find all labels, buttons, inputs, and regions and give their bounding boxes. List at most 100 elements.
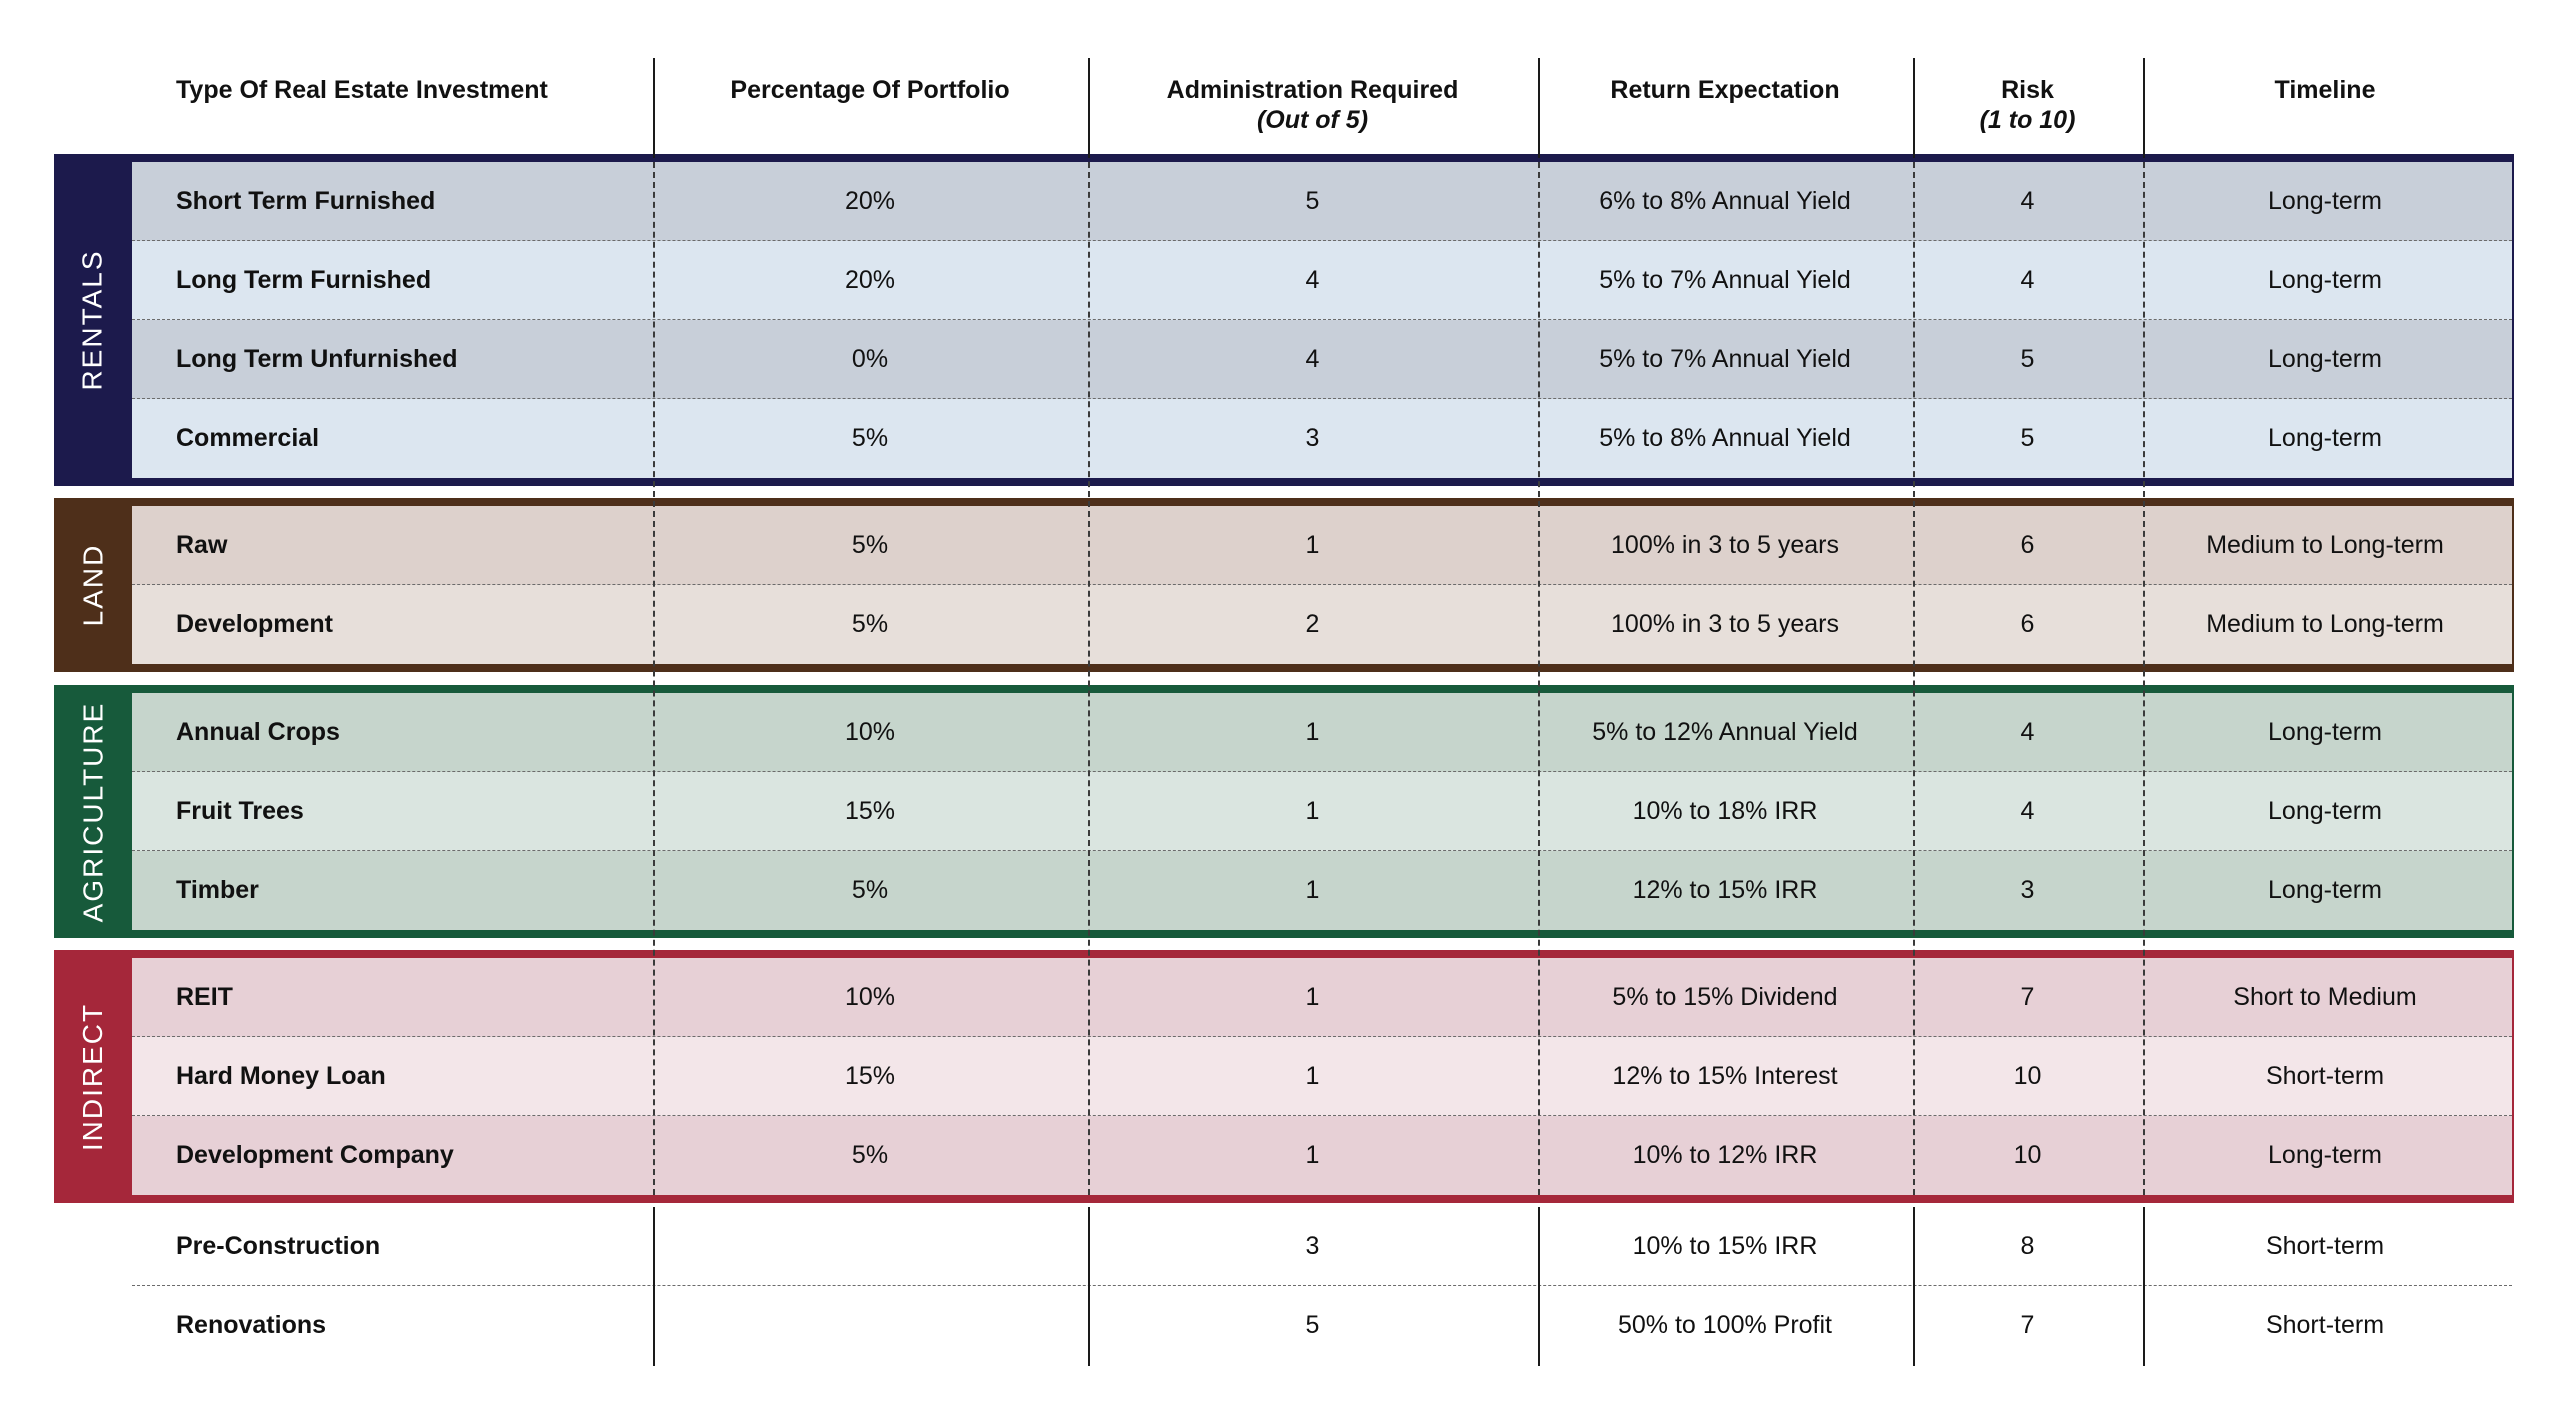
- cell-percent: 10%: [844, 718, 896, 746]
- cell-timeline: Medium to Long-term: [2206, 531, 2444, 559]
- cell-risk: 3: [2020, 876, 2035, 904]
- cell-risk: 10: [2013, 1141, 2042, 1169]
- cell-return: 5% to 15% Dividend: [1612, 983, 1838, 1011]
- cell-risk: 4: [2020, 266, 2035, 294]
- column-divider: [1088, 162, 1090, 1195]
- column-divider: [2143, 1207, 2145, 1366]
- cell-risk: 6: [2020, 610, 2035, 638]
- cell-admin: 4: [1305, 345, 1320, 373]
- cell-timeline: Short-term: [2265, 1232, 2385, 1260]
- cell-type: Development: [176, 610, 333, 638]
- group-label: AGRICULTURE: [54, 685, 132, 938]
- cell-percent: [655, 1207, 1085, 1286]
- group-label-text: AGRICULTURE: [77, 701, 108, 922]
- cell-type: Renovations: [176, 1311, 327, 1339]
- group-label: INDIRECT: [54, 950, 132, 1203]
- table-row: Pre-Construction 3 10% to 15% IRR 8 Short-te…: [132, 1207, 2512, 1286]
- cell-timeline: Long-term: [2268, 718, 2382, 746]
- group-label: RENTALS: [54, 154, 132, 486]
- cell-timeline: Long-term: [2268, 424, 2382, 452]
- cell-risk: 4: [2020, 797, 2035, 825]
- column-divider: [1538, 162, 1540, 1195]
- column-header: Timeline: [2145, 75, 2505, 105]
- column-header: Return Expectation: [1540, 75, 1910, 105]
- column-header: Risk (1 to 10): [1915, 75, 2140, 135]
- cell-timeline: Short-term: [2265, 1311, 2385, 1339]
- cell-timeline: Long-term: [2268, 876, 2382, 904]
- table-row: Short Term Furnished 20% 5 6% to 8% Annual …: [132, 162, 2512, 241]
- cell-admin: 1: [1305, 1062, 1320, 1090]
- column-header: Percentage Of Portfolio: [655, 75, 1085, 105]
- cell-risk: 7: [2020, 983, 2035, 1011]
- cell-timeline: Long-term: [2268, 266, 2382, 294]
- table-row: Fruit Trees 15% 1 10% to 18% IRR 4 Long-term: [132, 772, 2512, 851]
- cell-percent: 10%: [844, 983, 896, 1011]
- cell-type: REIT: [176, 983, 233, 1011]
- column-divider: [1913, 1207, 1915, 1366]
- group-label-text: RENTALS: [77, 249, 109, 391]
- cell-return: 12% to 15% IRR: [1632, 876, 1818, 904]
- cell-type: Hard Money Loan: [176, 1062, 386, 1090]
- table-row: Long Term Furnished 20% 4 5% to 7% Annual Y…: [132, 241, 2512, 320]
- cell-admin: 1: [1305, 876, 1320, 904]
- cell-timeline: Long-term: [2268, 1141, 2382, 1169]
- column-header: Type Of Real Estate Investment: [176, 75, 646, 105]
- cell-timeline: Short to Medium: [2233, 983, 2417, 1011]
- cell-percent: 5%: [851, 610, 889, 638]
- cell-admin: 3: [1305, 1232, 1320, 1260]
- cell-type: Annual Crops: [176, 718, 340, 746]
- cell-type: Pre-Construction: [176, 1232, 381, 1260]
- column-divider: [1538, 1207, 1540, 1366]
- cell-risk: 5: [2020, 424, 2035, 452]
- cell-admin: 1: [1305, 531, 1320, 559]
- cell-return: 10% to 15% IRR: [1632, 1232, 1818, 1260]
- cell-timeline: Long-term: [2268, 797, 2382, 825]
- column-header-label: Type Of Real Estate Investment: [176, 76, 548, 104]
- table-row: Commercial 5% 3 5% to 8% Annual Yield 5 Long-…: [132, 399, 2512, 478]
- cell-type: Commercial: [176, 424, 320, 452]
- table-row: Raw 5% 1 100% in 3 to 5 years 6 Medium to Lon…: [132, 506, 2512, 585]
- column-divider: [653, 58, 655, 158]
- cell-admin: 5: [1305, 187, 1320, 215]
- cell-type: Raw: [176, 531, 228, 559]
- cell-risk: 7: [2020, 1311, 2035, 1339]
- cell-risk: 4: [2020, 718, 2035, 746]
- cell-type: Long Term Furnished: [176, 266, 432, 294]
- cell-type: Fruit Trees: [176, 797, 304, 825]
- column-header-sub: (1 to 10): [1979, 106, 2076, 134]
- cell-admin: 2: [1305, 610, 1320, 638]
- cell-percent: 0%: [851, 345, 889, 373]
- cell-risk: 10: [2013, 1062, 2042, 1090]
- cell-return: 100% in 3 to 5 years: [1611, 610, 1839, 638]
- cell-admin: 1: [1305, 983, 1320, 1011]
- cell-admin: 4: [1305, 266, 1320, 294]
- cell-return: 5% to 12% Annual Yield: [1592, 718, 1858, 746]
- cell-type: Long Term Unfurnished: [176, 345, 458, 373]
- column-divider: [653, 162, 655, 1195]
- table-row: Hard Money Loan 15% 1 12% to 15% Interest 10…: [132, 1037, 2512, 1116]
- cell-return: 12% to 15% Interest: [1612, 1062, 1838, 1090]
- cell-admin: 1: [1305, 718, 1320, 746]
- cell-timeline: Short-term: [2265, 1062, 2385, 1090]
- cell-return: 5% to 7% Annual Yield: [1599, 266, 1851, 294]
- cell-admin: 1: [1305, 1141, 1320, 1169]
- column-divider: [653, 1207, 655, 1366]
- column-header-label: Return Expectation: [1610, 76, 1840, 104]
- group-label: LAND: [54, 498, 132, 672]
- cell-return: 10% to 18% IRR: [1632, 797, 1818, 825]
- cell-risk: 4: [2020, 187, 2035, 215]
- cell-timeline: Long-term: [2268, 187, 2382, 215]
- cell-percent: 15%: [844, 797, 896, 825]
- column-divider: [2143, 162, 2145, 1195]
- group-label-text: LAND: [77, 543, 109, 627]
- cell-percent: 5%: [851, 531, 889, 559]
- column-divider: [1538, 58, 1540, 158]
- column-divider: [1913, 162, 1915, 1195]
- cell-return: 50% to 100% Profit: [1617, 1311, 1832, 1339]
- group-label-text: INDIRECT: [77, 1002, 109, 1151]
- column-header: Administration Required (Out of 5): [1090, 75, 1535, 135]
- table-row: REIT 10% 1 5% to 15% Dividend 7 Short to Medi…: [132, 958, 2512, 1037]
- table-row: Timber 5% 1 12% to 15% IRR 3 Long-term: [132, 851, 2512, 930]
- table-row: Annual Crops 10% 1 5% to 12% Annual Yield 4 L…: [132, 693, 2512, 772]
